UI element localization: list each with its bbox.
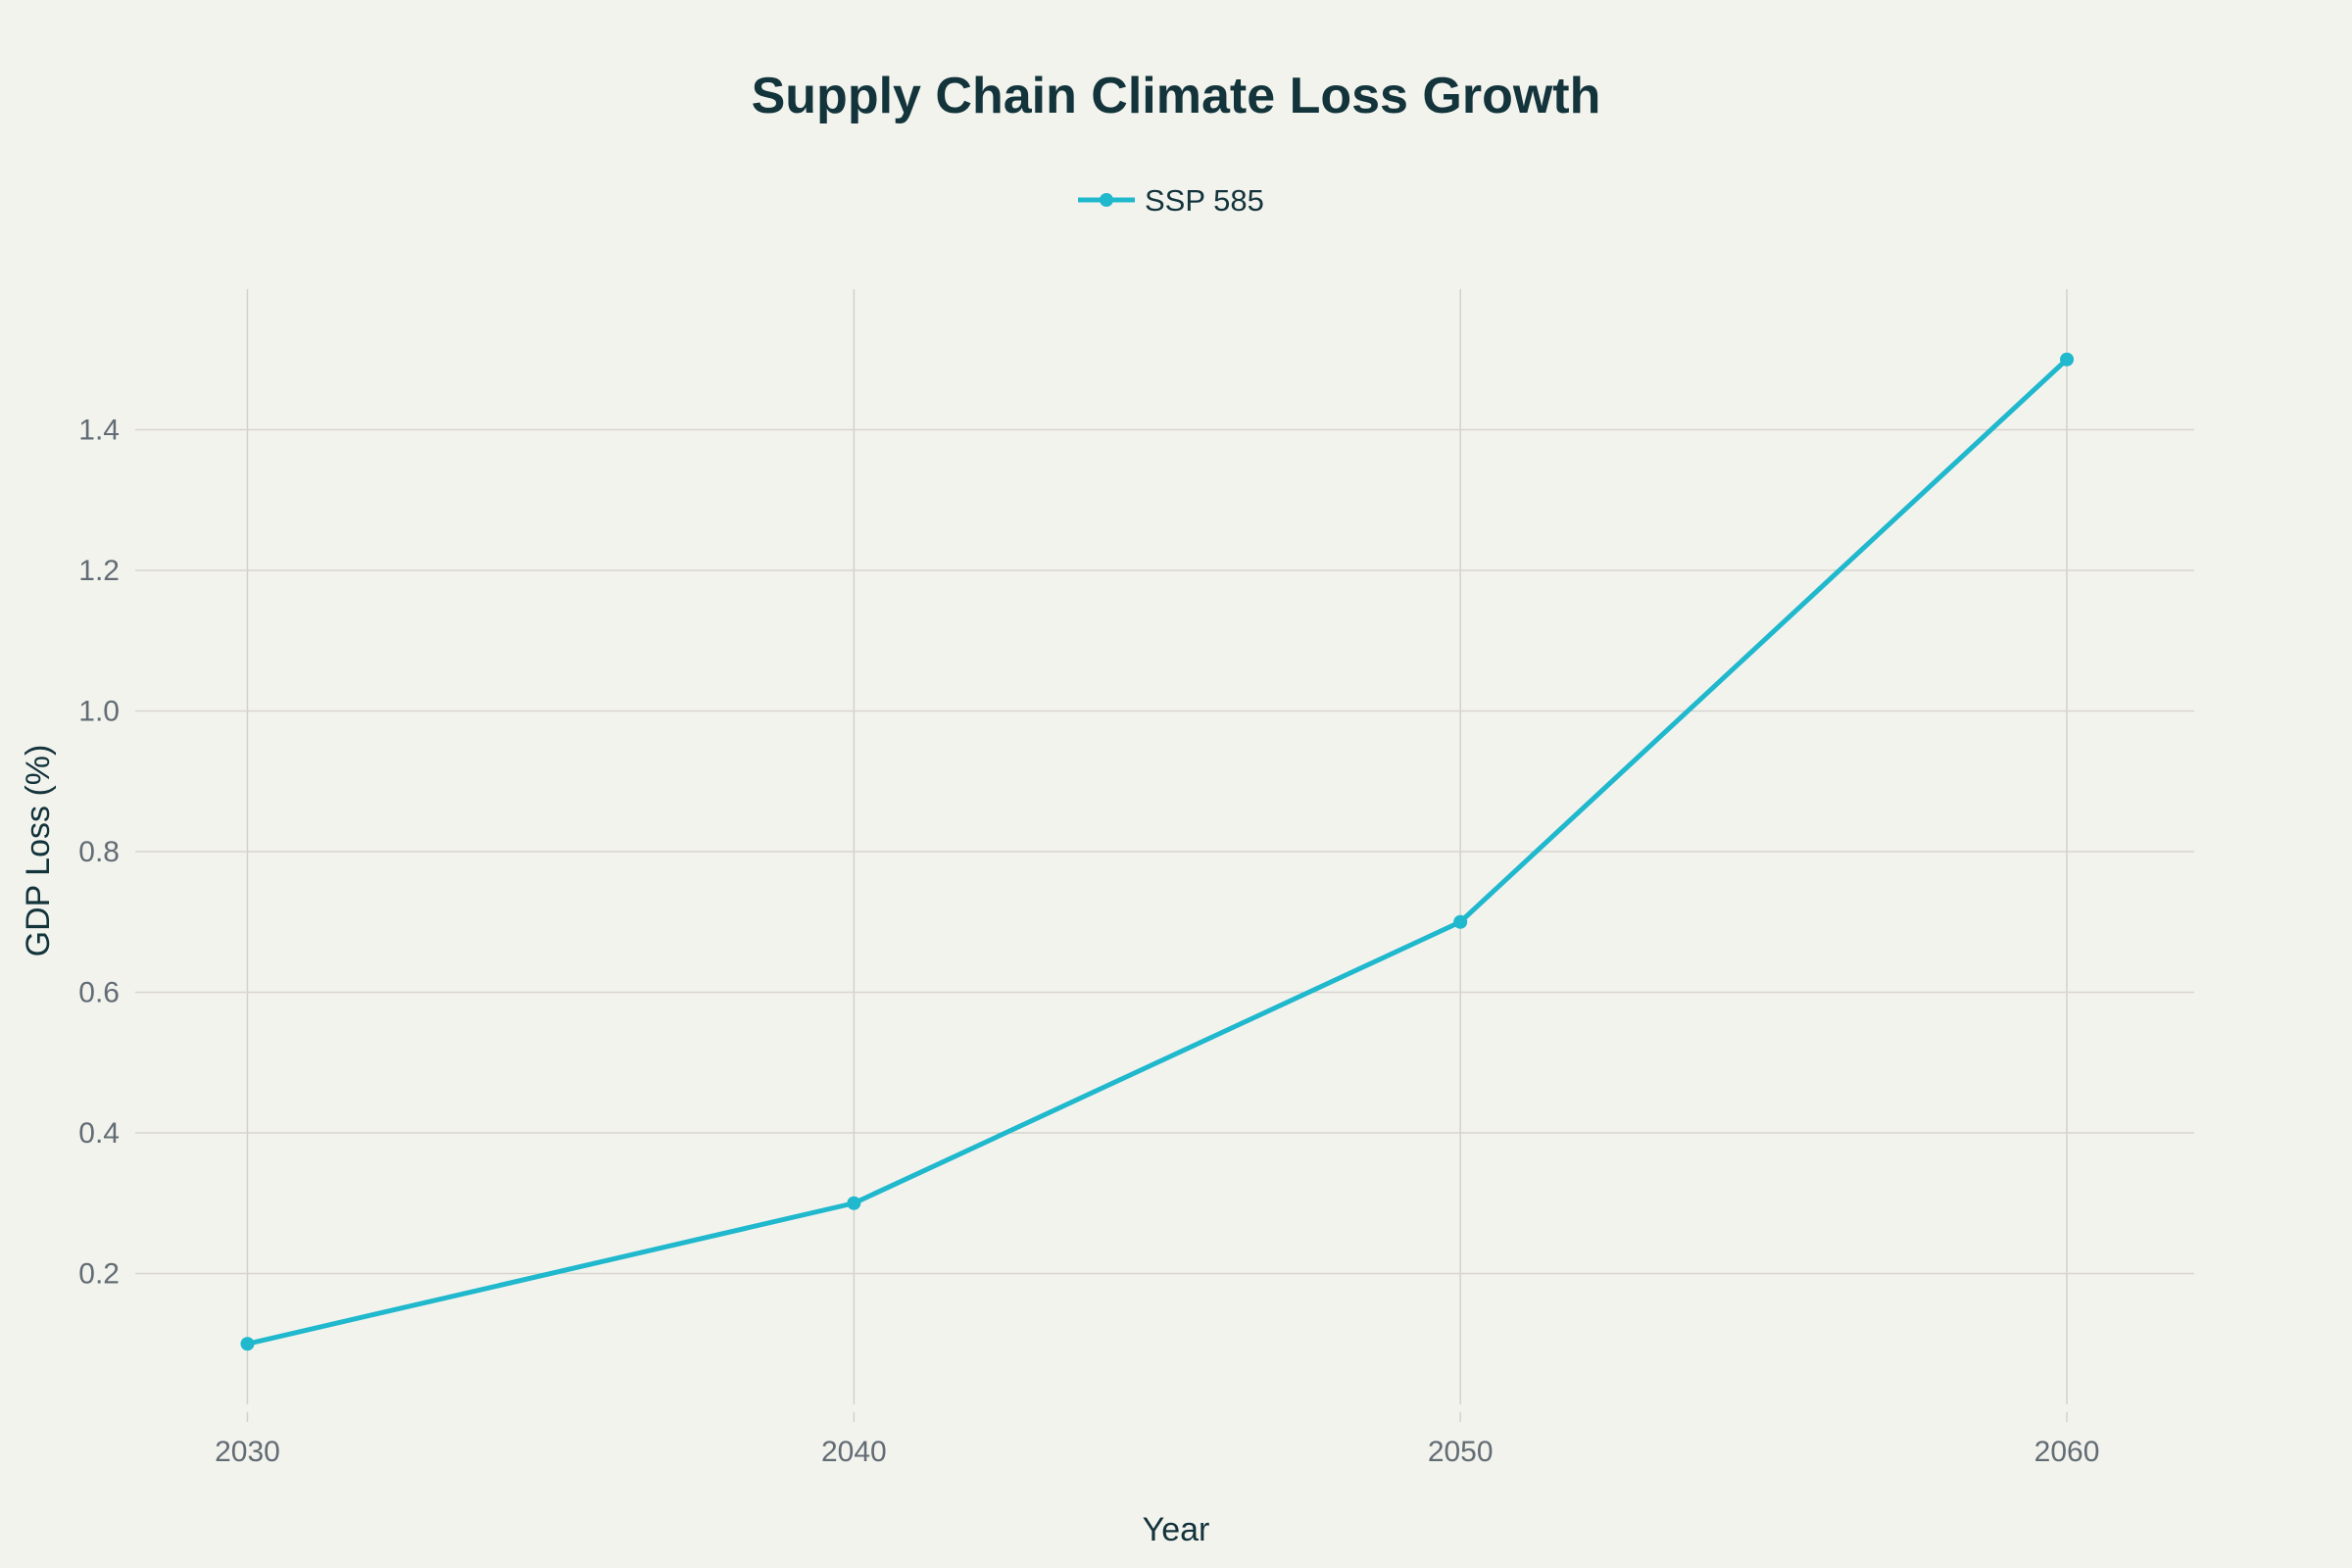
y-tick-label: 1.4 — [78, 415, 120, 447]
x-axis-label: Year — [1143, 1511, 1210, 1548]
x-tick-label: 2050 — [1428, 1436, 1494, 1468]
y-tick-label: 0.2 — [78, 1258, 120, 1291]
y-axis-label: GDP Loss (%) — [20, 745, 57, 957]
series-line — [246, 357, 2069, 1347]
y-tick-label: 1.2 — [78, 555, 120, 587]
data-point — [847, 1196, 861, 1210]
data-point — [1453, 914, 1468, 929]
x-tick-label: 2060 — [2034, 1436, 2100, 1468]
chart-title: Supply Chain Climate Loss Growth — [752, 68, 1601, 124]
legend[interactable]: SSP 585 — [1078, 183, 1264, 218]
series-layer — [240, 352, 2075, 1351]
data-point — [2060, 352, 2075, 367]
grid — [135, 289, 2194, 1422]
x-tick-label: 2030 — [215, 1436, 280, 1468]
y-tick-label: 0.6 — [78, 977, 120, 1009]
y-tick-label: 1.0 — [78, 696, 120, 728]
x-tick-label: 2040 — [821, 1436, 887, 1468]
y-tick-label: 0.8 — [78, 836, 120, 868]
x-axis-ticks: 2030 2040 2050 2060 — [215, 1436, 2099, 1468]
data-point — [240, 1337, 255, 1351]
legend-marker — [1100, 193, 1113, 207]
y-axis-ticks: 0.2 0.4 0.6 0.8 1.0 1.2 1.4 — [78, 415, 120, 1291]
y-tick-label: 0.4 — [78, 1117, 120, 1150]
legend-label: SSP 585 — [1145, 183, 1264, 218]
